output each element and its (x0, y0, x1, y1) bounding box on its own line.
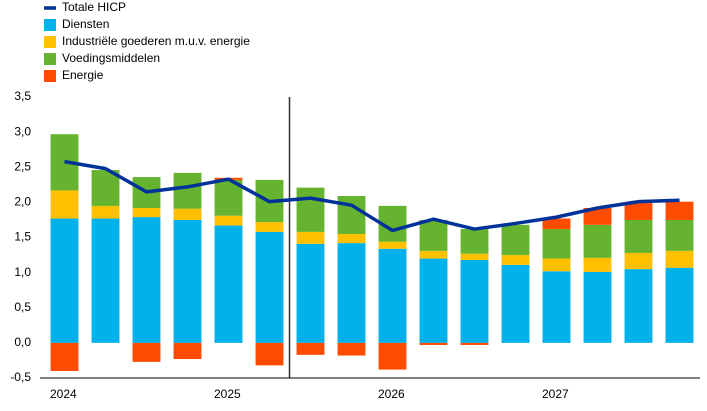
bar-segment (583, 224, 612, 258)
legend-label: Voedingsmiddelen (62, 51, 160, 65)
legend-swatch (44, 36, 56, 48)
bar-segment (624, 203, 653, 220)
bar-segment (132, 342, 161, 362)
bar-segment (132, 217, 161, 343)
bar-segment (296, 187, 325, 232)
bar-segment (583, 257, 612, 272)
bar-segment (665, 201, 694, 220)
bar-segment (419, 258, 448, 343)
y-tick-label: 0,5 (14, 300, 31, 314)
y-tick-label: 2,5 (14, 159, 31, 173)
bar-segment (50, 342, 79, 371)
x-tick-label: 2027 (542, 387, 569, 401)
x-tick-label: 2026 (378, 387, 405, 401)
y-tick-label: 3,0 (14, 124, 31, 138)
y-tick-label: 0,0 (14, 335, 31, 349)
bar-segment (132, 207, 161, 218)
bar-segment (337, 233, 366, 244)
bar-segment (173, 342, 202, 360)
bar-segment (542, 218, 571, 230)
bar-segment (214, 215, 243, 226)
bar-segment (378, 241, 407, 249)
bar-segment (542, 271, 571, 343)
bar-segment (378, 248, 407, 343)
bar-segment (665, 219, 694, 251)
bar-segment (255, 231, 284, 343)
legend-label: Totale HICP (62, 0, 126, 14)
bar-segment (255, 222, 284, 232)
bar-segment (173, 219, 202, 343)
bar-segment (460, 253, 489, 260)
bar-segment (460, 229, 489, 254)
y-tick-label: 1,0 (14, 265, 31, 279)
legend-swatch (44, 53, 56, 65)
y-tick-label: -0,5 (10, 370, 31, 384)
y-tick-label: 3,5 (14, 89, 31, 103)
bar-segment (460, 259, 489, 343)
y-tick-label: 1,5 (14, 230, 31, 244)
bar-segment (583, 207, 612, 225)
bar-segment (173, 172, 202, 209)
line-series (64, 159, 680, 233)
x-tick-label: 2024 (50, 387, 77, 401)
bar-segment (296, 243, 325, 343)
bar-segment (624, 269, 653, 343)
bar-segment (624, 252, 653, 270)
bar-segment (542, 258, 571, 272)
legend-label: Diensten (62, 17, 109, 31)
bar-segment (624, 219, 653, 253)
bar-segment (501, 255, 530, 265)
bar-segment (665, 250, 694, 268)
bar-segment (419, 250, 448, 259)
bar-segment (501, 264, 530, 343)
bar-segment (91, 205, 120, 219)
legend-label: Industriële goederen m.u.v. energie (62, 34, 250, 48)
bar-segment (378, 342, 407, 370)
bar-segment (542, 229, 571, 259)
y-tick-label: 2,0 (14, 195, 31, 209)
bar-segment (460, 342, 489, 345)
bar-segment (583, 271, 612, 343)
bar-segment (50, 218, 79, 343)
bar-segment (296, 231, 325, 244)
bar-segment (665, 267, 694, 343)
bar-segment (91, 218, 120, 343)
bar-segment (255, 342, 284, 366)
bar-segment (173, 208, 202, 220)
bar-segment (337, 243, 366, 343)
bar-segment (337, 342, 366, 356)
bar-segment (50, 190, 79, 219)
bar-segment (501, 224, 530, 256)
x-tick-label: 2025 (214, 387, 241, 401)
legend-swatch (44, 70, 56, 82)
legend-label: Energie (62, 68, 104, 82)
legend-swatch (44, 19, 56, 31)
bar-segment (296, 342, 325, 355)
bar-segment (419, 342, 448, 345)
bar-segment (214, 225, 243, 343)
bar-segment (91, 170, 120, 206)
bar-segment (419, 219, 448, 251)
